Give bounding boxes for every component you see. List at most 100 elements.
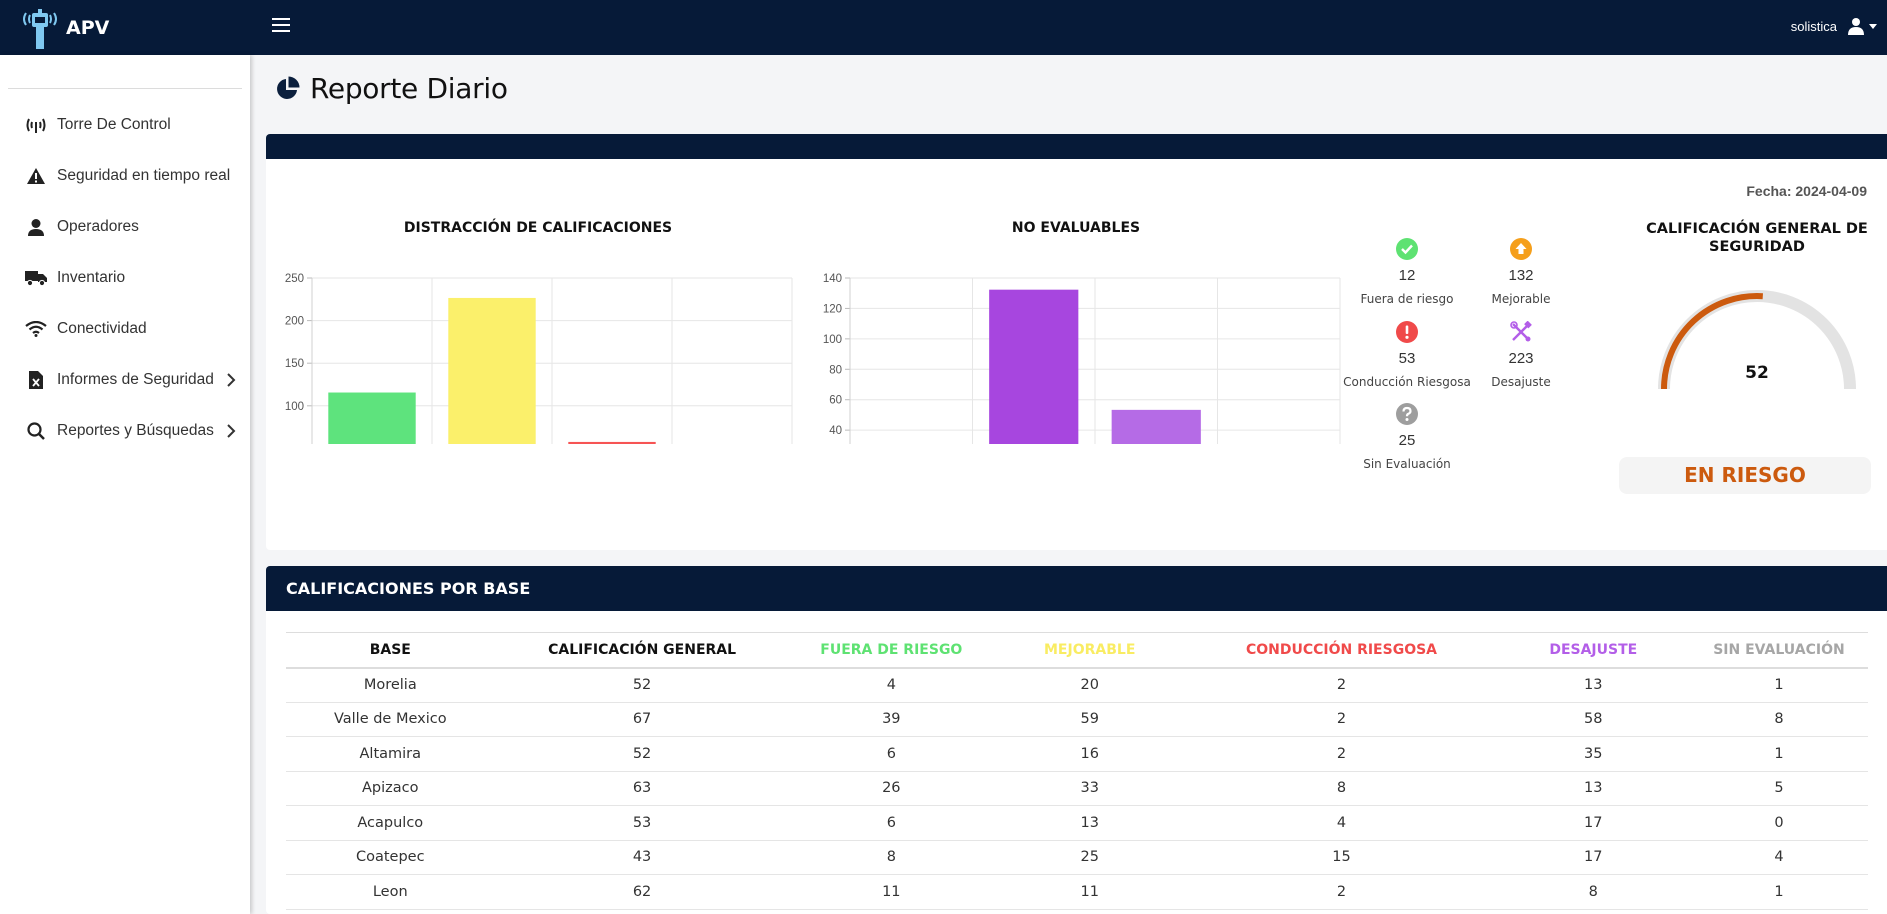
table-cell: 0 [1689,805,1868,841]
sidebar-item-conectividad[interactable]: Conectividad [25,314,240,344]
column-header[interactable]: BASE [286,632,495,669]
bar-mejorable[interactable] [448,297,536,444]
table-cell: 17 [1496,805,1690,841]
sidebar-item-label: Informes de Seguridad [57,371,214,388]
table-cell: 13 [993,805,1187,841]
table-row: Apizaco 63 26 33 8 13 5 [286,771,1868,806]
sidebar-item-label: Conectividad [57,320,147,337]
y-tick-label: 120 [823,303,842,315]
table-cell: 52 [494,736,790,772]
stat-mejorable: 132 Mejorable [1456,238,1586,306]
card-header [266,134,1887,159]
chevron-down-icon [1869,23,1877,29]
column-header[interactable]: FUERA DE RIESGO [789,632,994,669]
table-cell: 8 [789,840,994,875]
table-cell: 17 [1496,840,1690,875]
menu-toggle-button[interactable] [272,18,290,34]
bar-fuera-de-riesgo[interactable] [328,392,416,444]
tower-logo-icon [23,8,57,49]
y-tick-label: 80 [829,364,842,376]
table-header-row: BASE CALIFICACIÓN GENERAL FUERA DE RIESGO M… [286,632,1868,669]
chevron-right-icon [227,424,236,438]
check-circle-icon [1396,238,1418,260]
table-cell: 35 [1496,736,1690,772]
tools-icon [1510,320,1532,342]
table-row: Acapulco 53 6 13 4 17 0 [286,805,1868,841]
truck-icon [25,267,47,289]
page-header: Reporte Diario [274,72,508,105]
sidebar-item-label: Reportes y Búsquedas [57,422,214,439]
app-name: APV [66,16,110,39]
distribution-bar-chart: 050100150200250Fuera de RiesgoMejorableC… [285,273,793,444]
table-cell: 2 [1186,667,1497,703]
sidebar-item-label: Operadores [57,218,139,235]
table-cell: 8 [1689,702,1868,737]
warning-icon [25,165,47,187]
y-tick-label: 100 [285,401,304,413]
stat-value: 53 [1398,350,1416,367]
stat-value: 223 [1508,350,1534,367]
y-tick-label: 40 [829,425,842,437]
stat-value: 25 [1398,432,1416,449]
column-header[interactable]: CONDUCCIÓN RIESGOSA [1186,632,1497,669]
table-cell: 4 [789,667,994,703]
table-cell: 43 [494,840,790,875]
y-tick-label: 140 [823,273,842,285]
table-row: Valle de Mexico 67 39 59 2 58 8 [286,702,1868,737]
sidebar-item-label: Torre De Control [57,116,171,133]
ratings-table: BASE CALIFICACIÓN GENERAL FUERA DE RIESGO M… [286,632,1868,910]
column-header[interactable]: SIN EVALUACIÓN [1689,632,1868,669]
question-circle-icon [1396,403,1418,425]
column-header[interactable]: MEJORABLE [993,632,1187,669]
table-cell: 53 [494,805,790,841]
user-name: solistica [1790,18,1837,34]
table-cell: Coatepec [286,840,495,875]
sidebar-item-operadores[interactable]: Operadores [25,212,240,242]
bar-conducción-riesgosa[interactable] [568,441,656,444]
stat-sin-evaluacion: 25 Sin Evaluación [1342,403,1472,471]
column-header[interactable]: CALIFICACIÓN GENERAL [494,632,790,669]
table-cell: 13 [1496,667,1690,703]
search-icon [25,420,47,442]
user-icon [25,216,47,238]
y-tick-label: 50 [291,443,304,444]
stat-label: Conducción Riesgosa [1343,375,1471,389]
sidebar-item-label: Inventario [57,269,126,286]
table-cell: 4 [1689,840,1868,875]
stat-fuera-de-riesgo: 12 Fuera de riesgo [1342,238,1472,306]
risk-status-badge: EN RIESGO [1619,457,1871,494]
table-cell: Valle de Mexico [286,702,495,737]
table-cell: Leon [286,874,495,910]
sidebar-item-informes[interactable]: Informes de Seguridad [25,365,240,395]
table-cell: 5 [1689,771,1868,806]
brand[interactable]: APV [0,0,250,55]
y-tick-label: 200 [285,316,304,328]
bar-bloqueo-mobileye[interactable] [989,289,1079,444]
wifi-icon [25,318,47,340]
bar-desajuste-de-camara[interactable] [1111,409,1201,444]
sidebar-item-inventario[interactable]: Inventario [25,263,240,293]
sidebar-item-torre-de-control[interactable]: Torre De Control [25,110,240,140]
sidebar: Torre De Control Seguridad en tiempo rea… [0,55,250,914]
sidebar-item-reportes[interactable]: Reportes y Búsquedas [25,416,240,446]
broadcast-tower-icon [25,114,47,136]
table-cell: 6 [789,805,994,841]
table-cell: 8 [1496,874,1690,910]
table-cell: 1 [1689,667,1868,703]
table-cell: 58 [1496,702,1690,737]
table-cell: 8 [1186,771,1497,806]
page-title: Reporte Diario [310,72,508,105]
table-cell: 59 [993,702,1187,737]
table-row: Morelia 52 4 20 2 13 1 [286,667,1868,703]
gauge-value-arc [1661,293,1763,390]
table-cell: 11 [789,874,994,910]
no-evaluables-bar-chart: 020406080100120140Bloqueo CipiaBloqueo M… [823,273,1341,444]
table-row: Coatepec 43 8 25 15 17 4 [286,840,1868,875]
user-menu[interactable]: solistica [1791,17,1877,35]
column-header[interactable]: DESAJUSTE [1496,632,1690,669]
sidebar-item-seguridad[interactable]: Seguridad en tiempo real [25,161,240,191]
y-tick-label: 60 [829,395,842,407]
y-tick-label: 100 [823,334,842,346]
table-cell: 39 [789,702,994,737]
table-cell: 63 [494,771,790,806]
